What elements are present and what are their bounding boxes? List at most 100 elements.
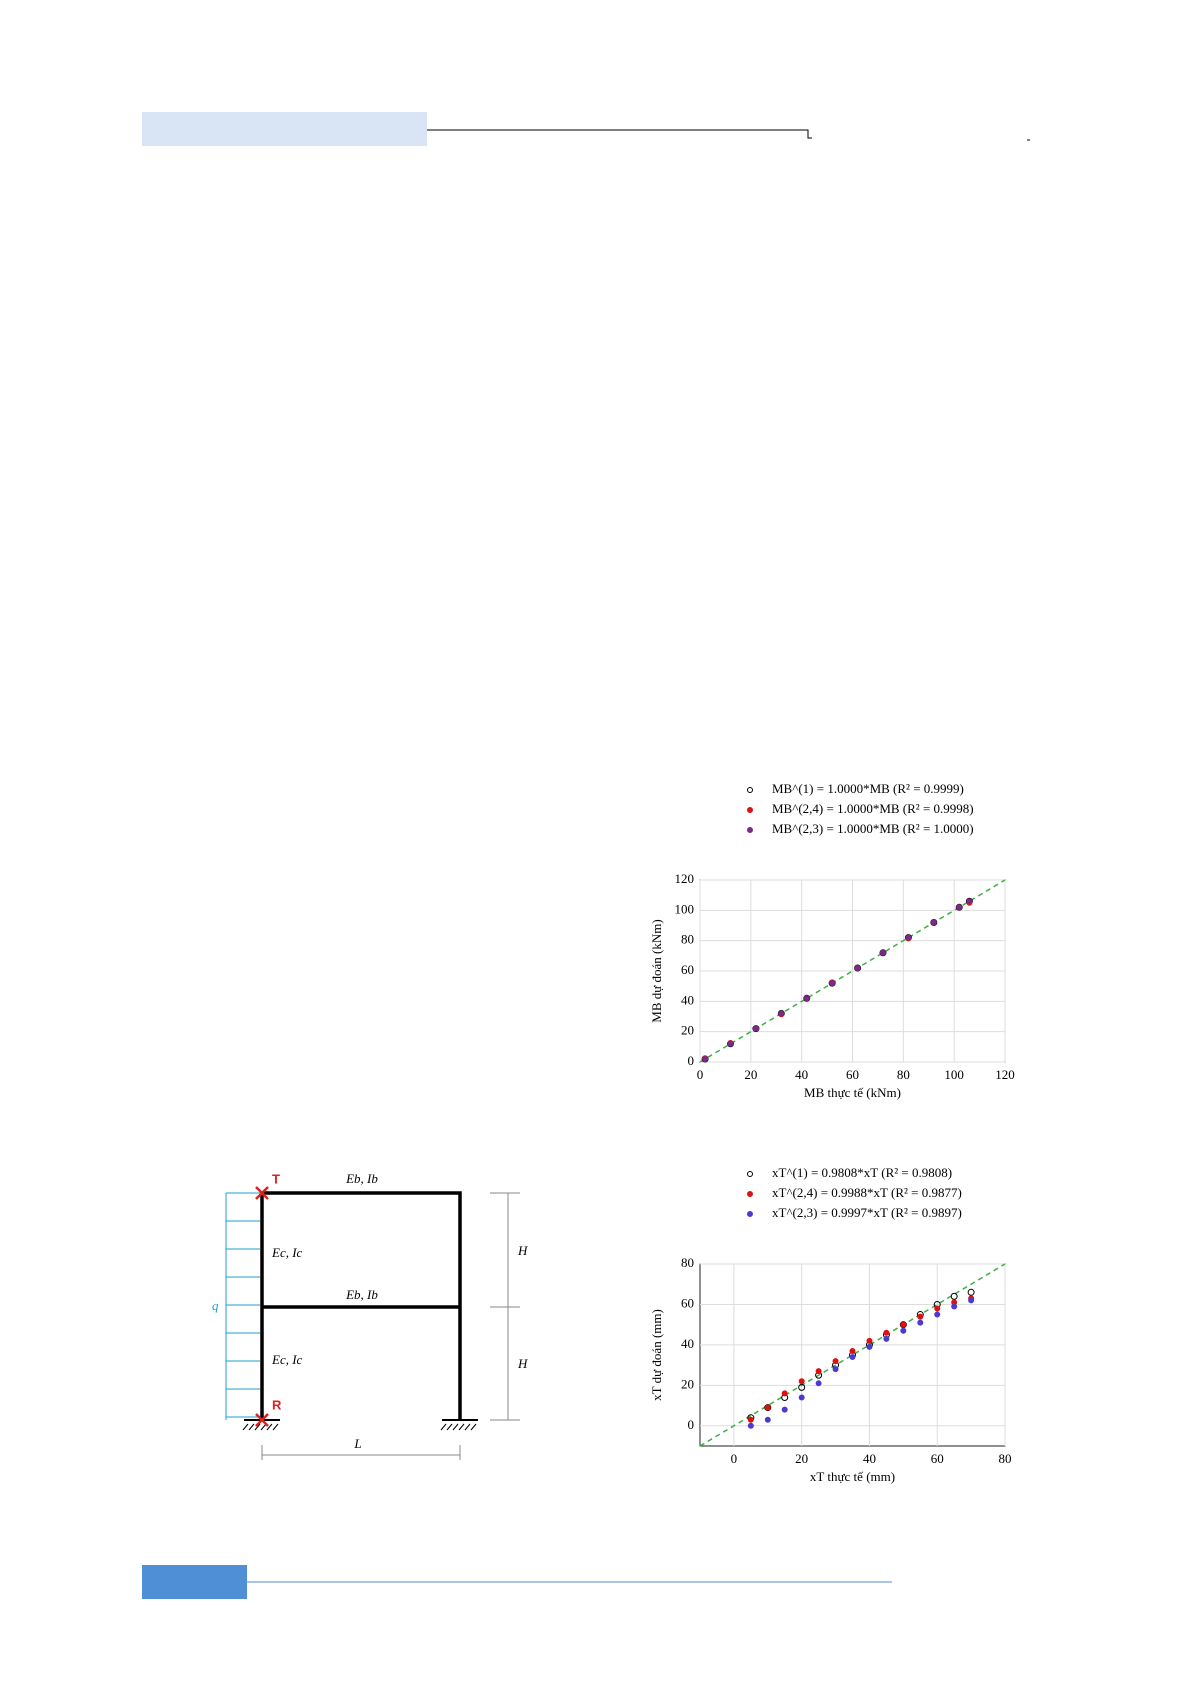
point bbox=[798, 1378, 805, 1385]
y-tick-label: 40 bbox=[681, 992, 694, 1007]
x-axis-label: MB thực tế (kNm) bbox=[804, 1085, 901, 1100]
point bbox=[951, 1303, 958, 1310]
load-arrows bbox=[226, 1192, 260, 1418]
y-tick-label: 40 bbox=[681, 1336, 694, 1351]
dimension-label: H bbox=[517, 1243, 528, 1258]
point bbox=[934, 1311, 941, 1318]
point bbox=[829, 980, 836, 987]
node-label: T bbox=[272, 1171, 280, 1186]
legend-marker bbox=[747, 1211, 753, 1217]
point bbox=[883, 1329, 890, 1336]
point bbox=[966, 898, 973, 905]
y-tick-label: 120 bbox=[675, 871, 695, 886]
y-tick-label: 20 bbox=[681, 1023, 694, 1038]
x-tick-label: 40 bbox=[863, 1451, 876, 1466]
point bbox=[883, 1335, 890, 1342]
x-tick-label: 60 bbox=[931, 1451, 944, 1466]
legend-marker bbox=[747, 787, 753, 793]
column-label: Ec, Ic bbox=[271, 1245, 303, 1260]
point bbox=[798, 1394, 805, 1401]
beam-label: Eb, Ib bbox=[345, 1287, 378, 1302]
node-label: R bbox=[272, 1397, 282, 1412]
x-tick-label: 0 bbox=[697, 1067, 704, 1082]
point bbox=[832, 1366, 839, 1373]
x-tick-label: 100 bbox=[944, 1067, 964, 1082]
x-tick-label: 80 bbox=[999, 1451, 1012, 1466]
node-marks bbox=[255, 1186, 269, 1427]
point bbox=[727, 1040, 734, 1047]
x-tick-label: 60 bbox=[846, 1067, 859, 1082]
point bbox=[967, 1288, 975, 1296]
header-box bbox=[142, 112, 427, 146]
x-tick-label: 40 bbox=[795, 1067, 808, 1082]
x-tick-label: 0 bbox=[731, 1451, 738, 1466]
legend-entry: MB^(2,4) = 1.0000*MB (R² = 0.9998) bbox=[772, 801, 974, 816]
point bbox=[815, 1368, 822, 1375]
point bbox=[866, 1337, 873, 1344]
point bbox=[832, 1358, 839, 1365]
beam-label: Eb, Ib bbox=[345, 1171, 378, 1186]
x-tick-label: 80 bbox=[897, 1067, 910, 1082]
point bbox=[702, 1055, 709, 1062]
frame-diagram bbox=[225, 1186, 520, 1460]
dimension-lines bbox=[261, 1192, 520, 1460]
legend-entry: MB^(2,3) = 1.0000*MB (R² = 1.0000) bbox=[772, 821, 974, 836]
y-tick-label: 80 bbox=[681, 932, 694, 947]
point bbox=[803, 995, 810, 1002]
legend-entry: xT^(1) = 0.9808*xT (R² = 0.9808) bbox=[772, 1165, 952, 1180]
y-axis-label: xT dự đoán (mm) bbox=[649, 1309, 664, 1401]
column-label: Ec, Ic bbox=[271, 1352, 303, 1367]
point bbox=[956, 904, 963, 911]
point bbox=[866, 1343, 873, 1350]
point bbox=[880, 949, 886, 956]
legend-marker bbox=[747, 1191, 753, 1197]
header-line bbox=[427, 129, 1030, 141]
y-tick-label: 60 bbox=[681, 1295, 694, 1310]
y-tick-label: 20 bbox=[681, 1376, 694, 1391]
point bbox=[781, 1390, 788, 1397]
point bbox=[849, 1347, 856, 1354]
point bbox=[752, 1025, 759, 1032]
x-axis-label: xT thực tế (mm) bbox=[810, 1469, 895, 1484]
y-tick-label: 100 bbox=[675, 901, 695, 916]
legend-entry: xT^(2,4) = 0.9988*xT (R² = 0.9877) bbox=[772, 1185, 962, 1200]
point bbox=[917, 1313, 924, 1320]
dimension-label: H bbox=[517, 1356, 528, 1371]
point bbox=[900, 1321, 907, 1328]
point bbox=[934, 1305, 941, 1312]
y-tick-label: 0 bbox=[688, 1053, 695, 1068]
dimension-label: L bbox=[353, 1436, 361, 1451]
y-tick-label: 80 bbox=[681, 1255, 694, 1270]
point bbox=[900, 1327, 907, 1334]
legend-marker bbox=[747, 827, 753, 833]
x-tick-label: 120 bbox=[995, 1067, 1015, 1082]
point bbox=[815, 1380, 822, 1387]
point bbox=[968, 1297, 975, 1304]
legend-marker bbox=[747, 1171, 753, 1177]
x-tick-label: 20 bbox=[795, 1451, 808, 1466]
frame bbox=[260, 1191, 462, 1420]
point bbox=[854, 964, 861, 971]
load-label: q bbox=[212, 1298, 219, 1313]
y-tick-label: 0 bbox=[688, 1417, 695, 1432]
legend-entry: xT^(2,3) = 0.9997*xT (R² = 0.9897) bbox=[772, 1205, 962, 1220]
point bbox=[798, 1383, 806, 1391]
x-tick-label: 20 bbox=[744, 1067, 757, 1082]
point bbox=[849, 1354, 856, 1361]
point bbox=[747, 1416, 754, 1423]
y-axis-label: MB dự đoán (kNm) bbox=[649, 919, 664, 1022]
point bbox=[905, 934, 912, 941]
point bbox=[781, 1406, 788, 1413]
point bbox=[764, 1404, 771, 1411]
footer-box bbox=[142, 1565, 247, 1599]
y-tick-label: 60 bbox=[681, 962, 694, 977]
hatch bbox=[242, 1423, 477, 1431]
point bbox=[764, 1416, 771, 1423]
point bbox=[930, 919, 937, 926]
point bbox=[950, 1292, 958, 1300]
point bbox=[917, 1319, 924, 1326]
point bbox=[747, 1422, 754, 1429]
point bbox=[778, 1010, 785, 1017]
legend-entry: MB^(1) = 1.0000*MB (R² = 0.9999) bbox=[772, 781, 964, 796]
